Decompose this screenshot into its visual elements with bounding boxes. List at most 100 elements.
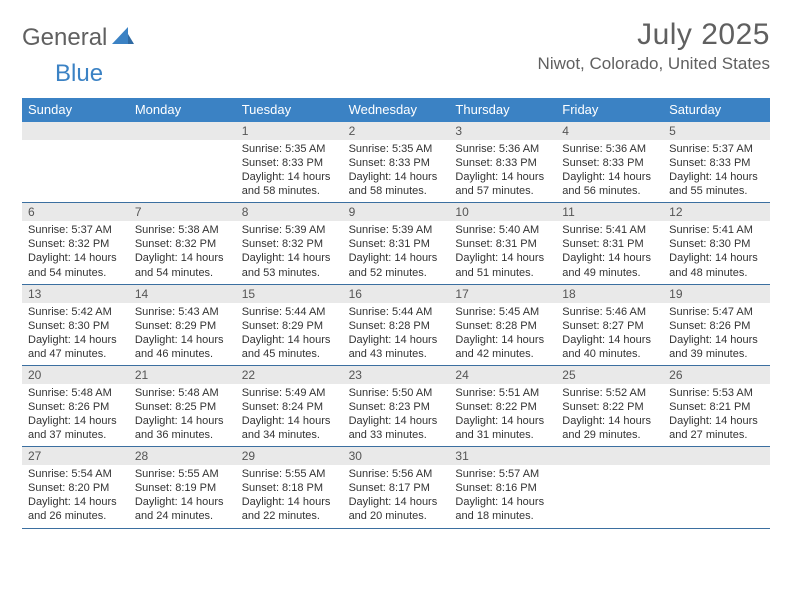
- calendar-day-cell: 26Sunrise: 5:53 AMSunset: 8:21 PMDayligh…: [663, 366, 770, 446]
- day-number: 16: [343, 285, 450, 303]
- day-body: Sunrise: 5:50 AMSunset: 8:23 PMDaylight:…: [343, 384, 450, 446]
- logo-word-general: General: [22, 24, 107, 52]
- day-body: Sunrise: 5:45 AMSunset: 8:28 PMDaylight:…: [449, 303, 556, 365]
- sunrise-text: Sunrise: 5:36 AM: [562, 142, 657, 156]
- sunset-text: Sunset: 8:29 PM: [135, 319, 230, 333]
- sunrise-text: Sunrise: 5:51 AM: [455, 386, 550, 400]
- daylight-text: Daylight: 14 hours and 36 minutes.: [135, 414, 230, 442]
- daylight-text: Daylight: 14 hours and 47 minutes.: [28, 333, 123, 361]
- sunset-text: Sunset: 8:33 PM: [242, 156, 337, 170]
- daylight-text: Daylight: 14 hours and 22 minutes.: [242, 495, 337, 523]
- sunset-text: Sunset: 8:21 PM: [669, 400, 764, 414]
- day-number: 13: [22, 285, 129, 303]
- calendar-day-cell: 20Sunrise: 5:48 AMSunset: 8:26 PMDayligh…: [22, 366, 129, 446]
- day-body: Sunrise: 5:55 AMSunset: 8:18 PMDaylight:…: [236, 465, 343, 527]
- sunset-text: Sunset: 8:33 PM: [562, 156, 657, 170]
- day-body: Sunrise: 5:35 AMSunset: 8:33 PMDaylight:…: [236, 140, 343, 202]
- sunset-text: Sunset: 8:28 PM: [349, 319, 444, 333]
- calendar-day-cell: 11Sunrise: 5:41 AMSunset: 8:31 PMDayligh…: [556, 203, 663, 283]
- sunrise-text: Sunrise: 5:50 AM: [349, 386, 444, 400]
- calendar-day-cell: 6Sunrise: 5:37 AMSunset: 8:32 PMDaylight…: [22, 203, 129, 283]
- day-body: Sunrise: 5:41 AMSunset: 8:31 PMDaylight:…: [556, 221, 663, 283]
- sunset-text: Sunset: 8:29 PM: [242, 319, 337, 333]
- calendar-day-cell: 13Sunrise: 5:42 AMSunset: 8:30 PMDayligh…: [22, 285, 129, 365]
- sunrise-text: Sunrise: 5:57 AM: [455, 467, 550, 481]
- sunset-text: Sunset: 8:31 PM: [349, 237, 444, 251]
- daylight-text: Daylight: 14 hours and 54 minutes.: [135, 251, 230, 279]
- day-number: 11: [556, 203, 663, 221]
- calendar-day-cell: 27Sunrise: 5:54 AMSunset: 8:20 PMDayligh…: [22, 447, 129, 527]
- day-body: Sunrise: 5:36 AMSunset: 8:33 PMDaylight:…: [556, 140, 663, 202]
- day-body: [22, 140, 129, 146]
- calendar-day-cell: 5Sunrise: 5:37 AMSunset: 8:33 PMDaylight…: [663, 122, 770, 202]
- calendar-day-cell: 17Sunrise: 5:45 AMSunset: 8:28 PMDayligh…: [449, 285, 556, 365]
- day-number: 28: [129, 447, 236, 465]
- day-body: Sunrise: 5:53 AMSunset: 8:21 PMDaylight:…: [663, 384, 770, 446]
- daylight-text: Daylight: 14 hours and 53 minutes.: [242, 251, 337, 279]
- sunrise-text: Sunrise: 5:48 AM: [135, 386, 230, 400]
- day-number: 24: [449, 366, 556, 384]
- month-title: July 2025: [538, 18, 770, 52]
- day-number: 30: [343, 447, 450, 465]
- sunset-text: Sunset: 8:25 PM: [135, 400, 230, 414]
- location: Niwot, Colorado, United States: [538, 54, 770, 74]
- calendar-day-cell: 12Sunrise: 5:41 AMSunset: 8:30 PMDayligh…: [663, 203, 770, 283]
- calendar-day-cell: 9Sunrise: 5:39 AMSunset: 8:31 PMDaylight…: [343, 203, 450, 283]
- day-body: Sunrise: 5:44 AMSunset: 8:29 PMDaylight:…: [236, 303, 343, 365]
- day-body: Sunrise: 5:44 AMSunset: 8:28 PMDaylight:…: [343, 303, 450, 365]
- sunrise-text: Sunrise: 5:56 AM: [349, 467, 444, 481]
- calendar-body: 1Sunrise: 5:35 AMSunset: 8:33 PMDaylight…: [22, 122, 770, 529]
- day-number: 2: [343, 122, 450, 140]
- calendar-day-cell: 30Sunrise: 5:56 AMSunset: 8:17 PMDayligh…: [343, 447, 450, 527]
- sunset-text: Sunset: 8:20 PM: [28, 481, 123, 495]
- sunset-text: Sunset: 8:33 PM: [669, 156, 764, 170]
- weekday-header: Sunday: [22, 98, 129, 122]
- day-number: 25: [556, 366, 663, 384]
- sunset-text: Sunset: 8:27 PM: [562, 319, 657, 333]
- sunrise-text: Sunrise: 5:41 AM: [669, 223, 764, 237]
- day-body: Sunrise: 5:55 AMSunset: 8:19 PMDaylight:…: [129, 465, 236, 527]
- weekday-header: Thursday: [449, 98, 556, 122]
- day-body: Sunrise: 5:43 AMSunset: 8:29 PMDaylight:…: [129, 303, 236, 365]
- day-body: Sunrise: 5:39 AMSunset: 8:32 PMDaylight:…: [236, 221, 343, 283]
- calendar-day-cell: 29Sunrise: 5:55 AMSunset: 8:18 PMDayligh…: [236, 447, 343, 527]
- sunrise-text: Sunrise: 5:39 AM: [242, 223, 337, 237]
- sunrise-text: Sunrise: 5:55 AM: [242, 467, 337, 481]
- weekday-header-row: SundayMondayTuesdayWednesdayThursdayFrid…: [22, 98, 770, 122]
- day-body: Sunrise: 5:48 AMSunset: 8:26 PMDaylight:…: [22, 384, 129, 446]
- daylight-text: Daylight: 14 hours and 58 minutes.: [349, 170, 444, 198]
- sunset-text: Sunset: 8:22 PM: [455, 400, 550, 414]
- sunrise-text: Sunrise: 5:35 AM: [242, 142, 337, 156]
- day-number: 20: [22, 366, 129, 384]
- calendar-day-cell: 21Sunrise: 5:48 AMSunset: 8:25 PMDayligh…: [129, 366, 236, 446]
- day-body: Sunrise: 5:54 AMSunset: 8:20 PMDaylight:…: [22, 465, 129, 527]
- day-number: [663, 447, 770, 465]
- day-body: [556, 465, 663, 471]
- sunset-text: Sunset: 8:33 PM: [349, 156, 444, 170]
- daylight-text: Daylight: 14 hours and 55 minutes.: [669, 170, 764, 198]
- day-body: Sunrise: 5:56 AMSunset: 8:17 PMDaylight:…: [343, 465, 450, 527]
- day-number: 31: [449, 447, 556, 465]
- sunset-text: Sunset: 8:22 PM: [562, 400, 657, 414]
- day-number: [22, 122, 129, 140]
- day-body: Sunrise: 5:52 AMSunset: 8:22 PMDaylight:…: [556, 384, 663, 446]
- calendar-day-cell: 7Sunrise: 5:38 AMSunset: 8:32 PMDaylight…: [129, 203, 236, 283]
- daylight-text: Daylight: 14 hours and 18 minutes.: [455, 495, 550, 523]
- sunrise-text: Sunrise: 5:37 AM: [28, 223, 123, 237]
- sunrise-text: Sunrise: 5:41 AM: [562, 223, 657, 237]
- calendar-day-cell: 25Sunrise: 5:52 AMSunset: 8:22 PMDayligh…: [556, 366, 663, 446]
- daylight-text: Daylight: 14 hours and 20 minutes.: [349, 495, 444, 523]
- calendar-week-row: 6Sunrise: 5:37 AMSunset: 8:32 PMDaylight…: [22, 203, 770, 284]
- calendar-day-cell: [663, 447, 770, 527]
- sunset-text: Sunset: 8:30 PM: [28, 319, 123, 333]
- day-number: 4: [556, 122, 663, 140]
- daylight-text: Daylight: 14 hours and 27 minutes.: [669, 414, 764, 442]
- calendar-day-cell: 10Sunrise: 5:40 AMSunset: 8:31 PMDayligh…: [449, 203, 556, 283]
- day-number: 3: [449, 122, 556, 140]
- day-body: [663, 465, 770, 471]
- logo-word-blue: Blue: [55, 60, 103, 88]
- calendar-day-cell: 28Sunrise: 5:55 AMSunset: 8:19 PMDayligh…: [129, 447, 236, 527]
- daylight-text: Daylight: 14 hours and 33 minutes.: [349, 414, 444, 442]
- day-body: [129, 140, 236, 146]
- sunrise-text: Sunrise: 5:48 AM: [28, 386, 123, 400]
